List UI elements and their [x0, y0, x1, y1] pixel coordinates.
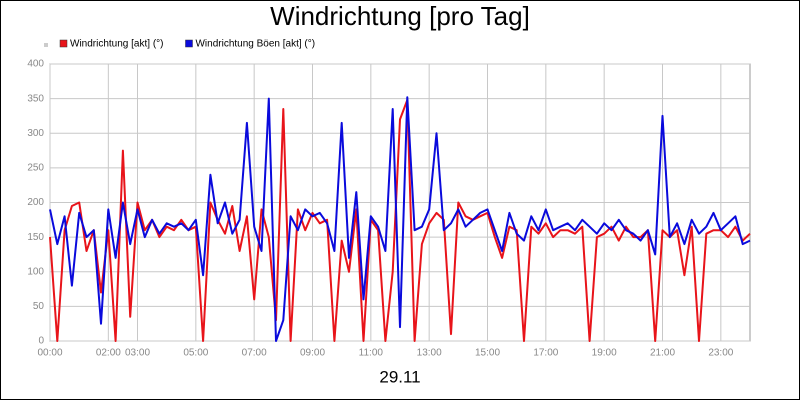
- series-line: [49, 99, 751, 342]
- x-tick-label: 02:00: [96, 348, 121, 359]
- y-tick-label: 0: [38, 336, 44, 347]
- x-tick-label: 03:00: [125, 348, 150, 359]
- x-tick-label: 09:00: [300, 348, 325, 359]
- y-tick-label: 350: [27, 93, 44, 104]
- x-tick-label: 19:00: [592, 348, 617, 359]
- x-tick-label: 23:00: [708, 348, 733, 359]
- x-tick-label: 00:00: [37, 348, 62, 359]
- x-tick-label: 21:00: [650, 348, 675, 359]
- x-tick-label: 11:00: [359, 348, 384, 359]
- legend-swatch: [59, 39, 68, 48]
- y-tick-label: 300: [27, 128, 44, 139]
- y-tick-label: 250: [27, 163, 44, 174]
- x-tick-label: 17:00: [533, 348, 558, 359]
- y-tick-label: 400: [27, 59, 44, 70]
- y-tick-label: 100: [27, 266, 44, 277]
- x-axis-label: 29.11: [379, 367, 420, 386]
- legend-label: Windrichtung Böen [akt] (°): [195, 39, 315, 50]
- x-tick-label: 13:00: [417, 348, 442, 359]
- y-tick-label: 150: [27, 232, 44, 243]
- chart-title: Windrichtung [pro Tag]: [270, 1, 530, 31]
- x-tick-label: 05:00: [183, 348, 208, 359]
- legend-swatch: [185, 39, 193, 48]
- y-tick-label: 200: [27, 197, 44, 208]
- legend-label: Windrichtung [akt] (°): [70, 39, 163, 50]
- legend-marker: [44, 43, 48, 47]
- y-tick-label: 50: [33, 301, 45, 312]
- x-tick-label: 07:00: [242, 348, 267, 359]
- x-tick-label: 15:00: [475, 348, 500, 359]
- series-line: [49, 96, 751, 342]
